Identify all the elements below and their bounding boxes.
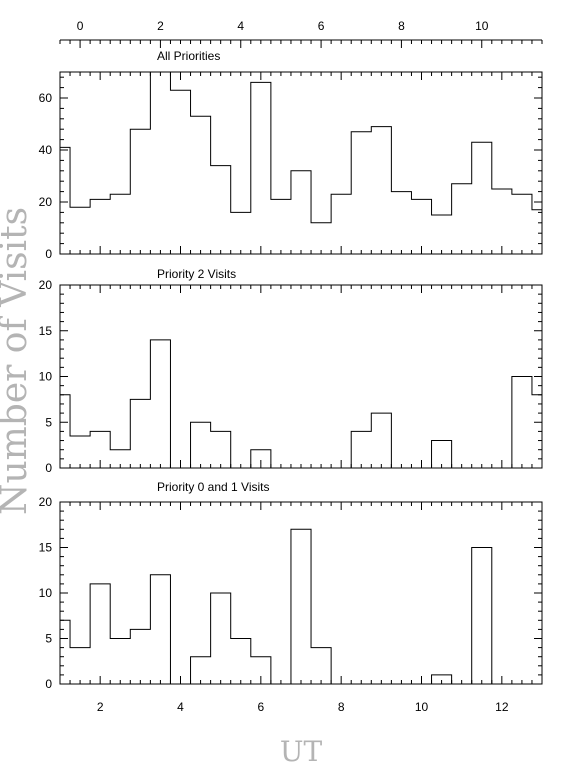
histogram-bin — [170, 90, 190, 254]
histogram-panel: 0 5 10 15 20 Priority 0 and 1 Visits 2 4 6 8 10 12 — [39, 480, 543, 714]
histogram-bin — [70, 648, 90, 684]
histogram-bin — [130, 629, 150, 684]
histogram-bin — [110, 194, 130, 254]
histogram-bin — [60, 147, 70, 254]
histogram-bin — [512, 377, 532, 469]
histogram-bin — [291, 529, 311, 684]
histogram-bin — [472, 548, 492, 685]
x-tick-label: 8 — [338, 700, 345, 714]
x-tick-label: 2 — [97, 700, 104, 714]
y-tick-label: 20 — [39, 495, 53, 509]
histogram-bin — [512, 194, 532, 254]
histogram-bin — [432, 215, 452, 254]
histogram-series — [60, 71, 542, 224]
histogram-bin — [291, 171, 311, 254]
histogram-bin — [110, 639, 130, 685]
histogram-bin — [532, 210, 542, 254]
histogram-bin — [311, 223, 331, 254]
histogram-bin — [311, 648, 331, 684]
histogram-bin — [251, 450, 271, 468]
top-axis-tick-label: 8 — [398, 19, 405, 33]
histogram-bin — [251, 82, 271, 254]
histogram-bin — [532, 395, 542, 468]
panel-title: Priority 0 and 1 Visits — [157, 480, 270, 494]
histogram-bin — [432, 441, 452, 468]
y-tick-label: 0 — [45, 677, 52, 691]
histogram-bin — [271, 199, 291, 254]
histogram-bin — [432, 675, 452, 684]
y-tick-label: 0 — [45, 461, 52, 475]
y-tick-label: 10 — [39, 370, 53, 384]
y-tick-label: 5 — [45, 632, 52, 646]
x-tick-label: 12 — [495, 700, 509, 714]
x-axis-title: UT — [280, 735, 323, 762]
y-tick-label: 15 — [39, 541, 53, 555]
top-axis-tick-label: 0 — [77, 19, 84, 33]
y-tick-label: 40 — [39, 143, 53, 157]
histogram-bin — [90, 431, 110, 468]
histogram-bin — [60, 395, 70, 468]
histogram-series — [60, 528, 542, 685]
histogram-bin — [90, 199, 110, 254]
histogram-bin — [70, 436, 90, 468]
histogram-panel: 0 5 10 15 20 Priority 2 Visits — [39, 267, 543, 475]
panel-title: All Priorities — [157, 49, 220, 63]
histogram-bin — [331, 194, 351, 254]
x-tick-label: 4 — [177, 700, 184, 714]
y-tick-label: 15 — [39, 324, 53, 338]
y-tick-label: 10 — [39, 586, 53, 600]
histogram-bin — [60, 620, 70, 684]
histogram-bin — [231, 639, 251, 685]
histogram-bin — [492, 189, 512, 254]
histogram-bin — [90, 584, 110, 684]
histogram-bin — [150, 340, 170, 468]
histogram-bin — [191, 422, 211, 468]
histogram-bin — [391, 192, 411, 254]
y-tick-label: 20 — [39, 195, 53, 209]
histogram-bin — [371, 413, 391, 468]
histogram-bin — [191, 657, 211, 684]
histogram-bin — [70, 207, 90, 254]
histogram-bin — [472, 142, 492, 254]
top-ut-axis: 0 2 4 6 8 10 — [59, 19, 543, 48]
y-tick-label: 5 — [45, 415, 52, 429]
y-axis-title: Number of Visits — [0, 207, 35, 515]
histogram-bin — [251, 657, 271, 684]
histogram-bin — [211, 431, 231, 468]
y-tick-label: 0 — [45, 247, 52, 261]
histogram-bin — [211, 166, 231, 254]
top-axis-tick-label: 4 — [237, 19, 244, 33]
histogram-bin — [130, 399, 150, 468]
histogram-bin — [371, 127, 391, 254]
histogram-series — [60, 339, 542, 469]
histogram-panel: 0 20 40 60 All Priorities — [39, 49, 543, 261]
histogram-bin — [150, 575, 170, 684]
top-axis-tick-label: 6 — [318, 19, 325, 33]
y-tick-label: 60 — [39, 91, 53, 105]
histogram-bin — [211, 593, 231, 684]
histogram-bin — [191, 116, 211, 254]
histogram-bin — [351, 431, 371, 468]
x-tick-label: 10 — [415, 700, 429, 714]
histogram-bin — [411, 199, 431, 254]
histogram-bin — [351, 132, 371, 254]
histogram-bin — [110, 450, 130, 468]
top-axis-tick-label: 2 — [157, 19, 164, 33]
histogram-bin — [130, 129, 150, 254]
histogram-bin — [452, 184, 472, 254]
y-tick-label: 20 — [39, 278, 53, 292]
x-tick-label: 6 — [257, 700, 264, 714]
histogram-bin — [231, 212, 251, 254]
histogram-bin — [150, 72, 170, 254]
panel-title: Priority 2 Visits — [157, 267, 236, 281]
top-axis-tick-label: 10 — [475, 19, 489, 33]
